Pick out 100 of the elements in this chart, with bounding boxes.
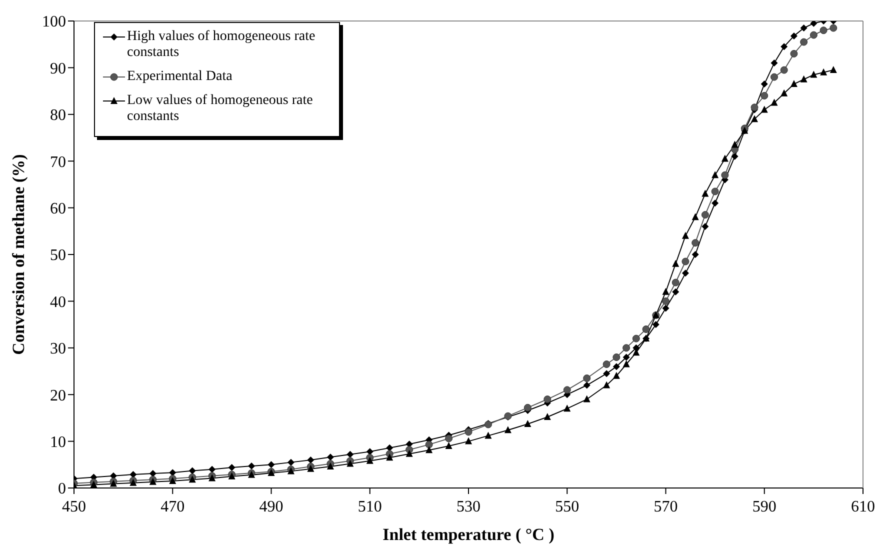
x-tick-label: 570 bbox=[654, 498, 678, 516]
x-tick-label: 550 bbox=[555, 498, 580, 516]
point bbox=[326, 462, 334, 470]
point bbox=[464, 428, 472, 436]
x-axis-title: Inlet temperature ( °C ) bbox=[382, 525, 554, 544]
point bbox=[820, 26, 828, 34]
point bbox=[760, 92, 768, 100]
point bbox=[287, 458, 294, 466]
point bbox=[810, 70, 818, 78]
point bbox=[603, 381, 610, 388]
y-tick-label: 80 bbox=[50, 107, 66, 124]
point bbox=[406, 450, 413, 457]
point bbox=[751, 115, 758, 122]
point bbox=[130, 470, 137, 478]
point bbox=[622, 354, 630, 361]
point bbox=[612, 372, 620, 379]
point bbox=[810, 31, 818, 39]
point bbox=[366, 448, 374, 456]
point bbox=[682, 270, 689, 277]
point bbox=[622, 360, 630, 368]
x-tick-label: 450 bbox=[62, 498, 86, 516]
point bbox=[188, 467, 196, 474]
point bbox=[830, 24, 838, 32]
point bbox=[583, 374, 591, 382]
point bbox=[702, 190, 709, 197]
point bbox=[544, 413, 551, 420]
point bbox=[721, 154, 728, 162]
point bbox=[524, 420, 532, 428]
point bbox=[612, 353, 620, 361]
point bbox=[820, 68, 828, 76]
point bbox=[544, 396, 552, 404]
point bbox=[632, 334, 640, 342]
y-tick-label: 0 bbox=[58, 480, 66, 498]
point bbox=[721, 171, 729, 179]
point bbox=[770, 98, 778, 106]
point bbox=[504, 426, 512, 434]
y-tick-label: 30 bbox=[50, 340, 66, 358]
y-tick-label: 70 bbox=[50, 154, 66, 171]
point bbox=[701, 211, 709, 219]
point bbox=[702, 222, 709, 230]
point bbox=[750, 104, 758, 112]
point bbox=[780, 66, 788, 74]
point bbox=[386, 454, 394, 461]
point bbox=[169, 469, 176, 476]
point bbox=[800, 24, 808, 32]
point bbox=[692, 213, 699, 220]
point bbox=[682, 258, 690, 266]
point bbox=[149, 470, 156, 478]
point bbox=[307, 456, 314, 464]
legend-label: High values of homogeneous rate constants bbox=[127, 29, 316, 61]
point bbox=[790, 50, 798, 58]
point bbox=[612, 363, 620, 370]
point bbox=[800, 38, 808, 46]
point bbox=[603, 370, 610, 378]
point bbox=[731, 152, 738, 160]
point bbox=[445, 434, 453, 442]
x-tick-label: 590 bbox=[752, 498, 776, 516]
x-tick-label: 470 bbox=[160, 498, 185, 516]
point bbox=[662, 288, 670, 295]
point bbox=[790, 32, 798, 40]
point bbox=[672, 260, 680, 267]
point bbox=[712, 200, 719, 207]
y-tick-label: 20 bbox=[50, 387, 66, 404]
point bbox=[326, 454, 334, 461]
y-tick-label: 60 bbox=[50, 200, 66, 218]
point bbox=[622, 344, 630, 352]
point bbox=[366, 456, 374, 464]
x-tick-label: 510 bbox=[358, 498, 382, 516]
point bbox=[672, 288, 680, 296]
y-axis-title: Conversion of methane (%) bbox=[9, 154, 28, 355]
point bbox=[425, 440, 433, 448]
point bbox=[268, 461, 275, 468]
point bbox=[672, 278, 680, 286]
point bbox=[583, 382, 590, 389]
legend-label: Low values of homogeneous rate constants bbox=[127, 93, 314, 125]
point bbox=[830, 66, 837, 74]
x-tick-label: 530 bbox=[456, 498, 480, 516]
point bbox=[208, 466, 216, 473]
point bbox=[682, 232, 689, 239]
point bbox=[770, 60, 778, 67]
point bbox=[731, 140, 738, 148]
point bbox=[524, 404, 532, 412]
point bbox=[386, 444, 394, 452]
point bbox=[662, 304, 670, 312]
y-tick-label: 40 bbox=[50, 294, 66, 311]
x-tick-label: 610 bbox=[851, 498, 875, 516]
point bbox=[712, 171, 719, 178]
point bbox=[800, 75, 808, 82]
point bbox=[602, 360, 610, 368]
point bbox=[445, 442, 452, 449]
point bbox=[692, 239, 700, 247]
point bbox=[564, 404, 571, 412]
point bbox=[563, 386, 571, 394]
point bbox=[583, 395, 590, 402]
point bbox=[642, 325, 650, 333]
point bbox=[760, 80, 768, 88]
point bbox=[790, 80, 798, 88]
point bbox=[228, 464, 236, 471]
point bbox=[711, 188, 719, 196]
point bbox=[426, 446, 433, 454]
